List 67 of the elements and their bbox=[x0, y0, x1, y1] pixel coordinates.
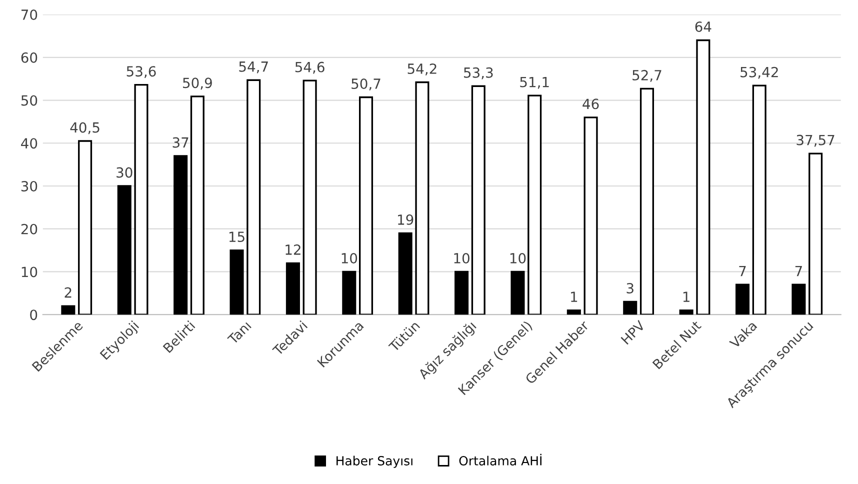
data-label: 53,3 bbox=[464, 67, 493, 80]
y-tick-label: 0 bbox=[30, 310, 38, 320]
data-label: 10 bbox=[342, 252, 358, 264]
bar bbox=[342, 270, 356, 315]
bar bbox=[510, 270, 525, 315]
bar bbox=[528, 94, 542, 315]
bar bbox=[302, 80, 317, 315]
y-tick-label: 70 bbox=[22, 9, 38, 20]
x-tick-label: Tanı bbox=[227, 320, 252, 346]
y-tick-label: 10 bbox=[22, 266, 38, 278]
data-label: 53,6 bbox=[126, 66, 156, 78]
bar bbox=[286, 262, 300, 315]
bar bbox=[415, 81, 430, 315]
data-label: 10 bbox=[510, 252, 526, 264]
bar bbox=[454, 270, 469, 315]
data-label: 52,7 bbox=[632, 70, 662, 82]
data-label: 50,7 bbox=[352, 78, 380, 90]
data-label: 37 bbox=[172, 137, 188, 148]
data-label: 3 bbox=[626, 282, 634, 294]
data-label: 54,7 bbox=[239, 62, 268, 74]
bar bbox=[566, 309, 581, 315]
bar bbox=[61, 305, 76, 315]
legend-label: Haber Sayısı bbox=[336, 456, 412, 468]
data-label: 15 bbox=[229, 232, 244, 242]
data-label: 64 bbox=[695, 21, 712, 32]
bar bbox=[679, 309, 694, 315]
data-label: 30 bbox=[116, 167, 132, 178]
y-tick-label: 20 bbox=[21, 224, 38, 234]
data-label: 7 bbox=[795, 266, 802, 276]
data-label: 40,5 bbox=[70, 122, 100, 134]
bar bbox=[735, 284, 750, 315]
y-tick-label: 50 bbox=[21, 95, 38, 106]
bar bbox=[117, 185, 132, 315]
bar bbox=[584, 116, 598, 315]
bar bbox=[398, 232, 412, 315]
bar bbox=[623, 300, 638, 315]
data-label: 46 bbox=[582, 98, 599, 110]
bar bbox=[230, 249, 244, 315]
bar bbox=[808, 152, 823, 315]
data-label: 7 bbox=[739, 266, 746, 276]
bar bbox=[78, 140, 92, 315]
bar bbox=[471, 85, 486, 315]
bar bbox=[358, 96, 374, 315]
y-tick-label: 30 bbox=[21, 180, 38, 192]
data-label: 50,9 bbox=[183, 78, 212, 90]
data-label: 53,42 bbox=[740, 66, 778, 79]
data-label: 1 bbox=[571, 292, 578, 302]
bar bbox=[792, 284, 806, 315]
y-tick-label: 40 bbox=[21, 138, 38, 149]
bar bbox=[696, 39, 710, 315]
bar bbox=[134, 84, 148, 315]
bar bbox=[246, 79, 261, 315]
legend-label: Ortalama AHİ bbox=[459, 454, 542, 466]
bar bbox=[752, 84, 766, 315]
data-label: 1 bbox=[683, 292, 690, 302]
data-label: 37,57 bbox=[796, 134, 834, 147]
y-tick-label: 60 bbox=[21, 52, 38, 63]
bar bbox=[640, 88, 654, 315]
data-label: 51,1 bbox=[520, 76, 549, 89]
bar bbox=[190, 96, 204, 315]
data-label: 10 bbox=[454, 252, 470, 264]
data-label: 54,2 bbox=[408, 64, 436, 76]
bar bbox=[174, 155, 188, 315]
data-label: 54,6 bbox=[295, 62, 324, 74]
data-label: 2 bbox=[64, 287, 72, 298]
data-label: 12 bbox=[286, 244, 300, 255]
data-label: 19 bbox=[398, 214, 414, 225]
